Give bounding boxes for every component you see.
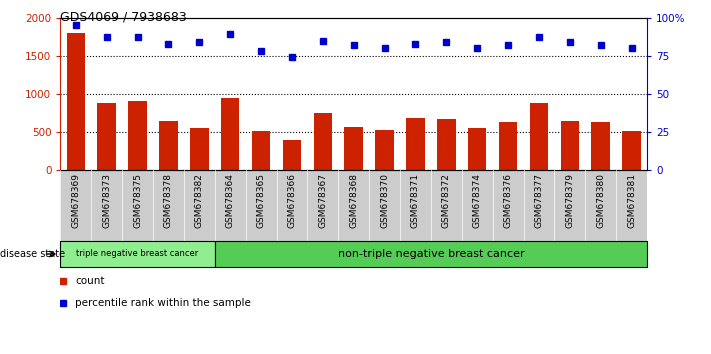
Bar bbox=[190, 128, 208, 170]
Text: GSM678373: GSM678373 bbox=[102, 173, 111, 228]
Text: GSM678376: GSM678376 bbox=[503, 173, 513, 228]
Bar bbox=[468, 128, 486, 170]
Bar bbox=[406, 118, 424, 170]
Text: non-triple negative breast cancer: non-triple negative breast cancer bbox=[338, 249, 524, 259]
Bar bbox=[530, 103, 548, 170]
Bar bbox=[437, 119, 456, 170]
Bar bbox=[592, 121, 610, 170]
Bar bbox=[215, 241, 647, 267]
Text: GSM678378: GSM678378 bbox=[164, 173, 173, 228]
Text: count: count bbox=[75, 276, 105, 286]
Bar bbox=[344, 127, 363, 170]
Text: GSM678374: GSM678374 bbox=[473, 173, 482, 228]
Bar bbox=[97, 103, 116, 170]
Bar bbox=[60, 241, 215, 267]
Text: GSM678369: GSM678369 bbox=[71, 173, 80, 228]
Bar bbox=[314, 113, 332, 170]
Text: GSM678379: GSM678379 bbox=[565, 173, 574, 228]
Text: GSM678367: GSM678367 bbox=[319, 173, 327, 228]
Text: GSM678370: GSM678370 bbox=[380, 173, 389, 228]
Text: GSM678365: GSM678365 bbox=[257, 173, 266, 228]
Text: GSM678364: GSM678364 bbox=[225, 173, 235, 228]
Text: GSM678381: GSM678381 bbox=[627, 173, 636, 228]
Text: GSM678382: GSM678382 bbox=[195, 173, 204, 228]
Text: GSM678372: GSM678372 bbox=[442, 173, 451, 228]
Bar bbox=[67, 33, 85, 170]
Text: disease state: disease state bbox=[0, 249, 65, 259]
Text: triple negative breast cancer: triple negative breast cancer bbox=[77, 250, 199, 258]
Text: GSM678366: GSM678366 bbox=[287, 173, 296, 228]
Bar bbox=[622, 131, 641, 170]
Text: GSM678375: GSM678375 bbox=[133, 173, 142, 228]
Bar bbox=[283, 140, 301, 170]
Bar bbox=[221, 98, 240, 170]
Text: GSM678380: GSM678380 bbox=[597, 173, 605, 228]
Bar bbox=[159, 121, 178, 170]
Text: GSM678377: GSM678377 bbox=[535, 173, 543, 228]
Bar bbox=[375, 130, 394, 170]
Bar bbox=[560, 121, 579, 170]
Text: GDS4069 / 7938683: GDS4069 / 7938683 bbox=[60, 11, 187, 24]
Text: GSM678371: GSM678371 bbox=[411, 173, 420, 228]
Bar bbox=[252, 131, 270, 170]
Text: percentile rank within the sample: percentile rank within the sample bbox=[75, 298, 251, 308]
Text: GSM678368: GSM678368 bbox=[349, 173, 358, 228]
Bar bbox=[129, 101, 147, 170]
Bar bbox=[499, 122, 518, 170]
